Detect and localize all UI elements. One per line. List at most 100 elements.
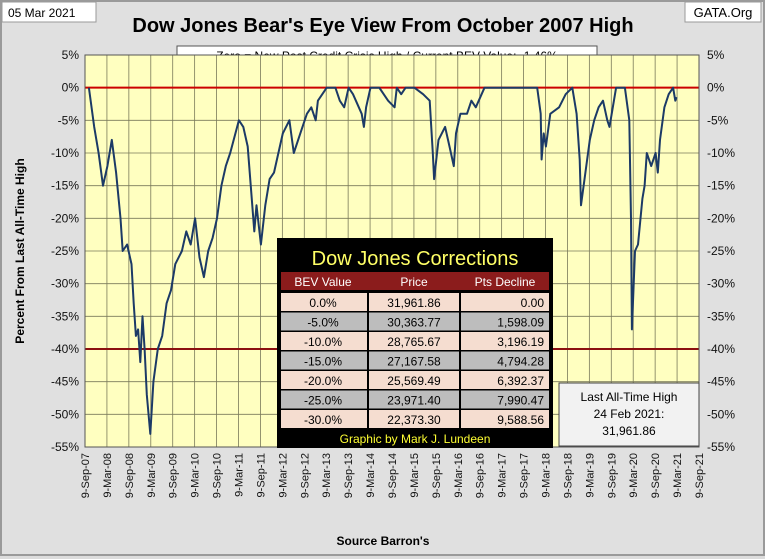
cell-bev: -20.0% xyxy=(304,374,342,388)
y-tick-label-left: -30% xyxy=(51,277,79,291)
y-tick-label-left: -25% xyxy=(51,244,79,258)
y-tick-label-right: -30% xyxy=(707,277,735,291)
y-tick-label-left: 0% xyxy=(62,81,80,95)
cell-price: 23,971.40 xyxy=(387,394,441,408)
cell-pts: 4,794.28 xyxy=(497,355,544,369)
x-tick-label: 9-Mar-16 xyxy=(453,453,465,498)
x-tick-label: 9-Sep-14 xyxy=(387,453,399,498)
x-tick-label: 9-Mar-17 xyxy=(497,453,509,498)
table-cell-bg xyxy=(461,351,549,370)
table-row: -25.0% 23,971.40 7,990.47 xyxy=(281,390,549,409)
table-cell-bg xyxy=(461,332,549,350)
table-cell-bg xyxy=(461,390,549,409)
table-cell-bg xyxy=(461,410,549,428)
table-cell-bg xyxy=(461,312,549,331)
y-tick-label-right: -25% xyxy=(707,244,735,258)
x-tick-label: 9-Sep-09 xyxy=(168,453,180,498)
y-tick-label-right: -15% xyxy=(707,179,735,193)
date-label: 05 Mar 2021 xyxy=(8,6,76,20)
table-cell-bg xyxy=(281,312,367,331)
y-tick-label-right: -55% xyxy=(707,440,735,454)
cell-bev: -25.0% xyxy=(304,394,342,408)
table-row: 0.0% 31,961.86 0.00 xyxy=(281,293,549,311)
cell-price: 28,765.67 xyxy=(387,335,441,349)
table-cell-bg xyxy=(281,351,367,370)
cell-pts: 9,588.56 xyxy=(497,413,544,427)
cell-bev: -15.0% xyxy=(304,355,342,369)
x-tick-label: 9-Mar-12 xyxy=(277,453,289,498)
y-tick-label-left: -50% xyxy=(51,407,79,421)
table-row: -10.0% 28,765.67 3,196.19 xyxy=(281,332,549,350)
table-cell-bg xyxy=(369,390,459,409)
y-tick-label-right: -45% xyxy=(707,375,735,389)
corrections-header-row xyxy=(281,272,549,290)
x-axis: 9-Sep-07 9-Mar-08 9-Sep-08 9-Mar-09 9-Sep-09… xyxy=(80,453,706,498)
table-cell-bg xyxy=(369,410,459,428)
x-tick-label: 9-Mar-11 xyxy=(234,453,246,497)
x-tick-label: 9-Mar-08 xyxy=(102,453,114,498)
corrections-table: Dow Jones Corrections BEV Value Price Pt… xyxy=(277,238,553,448)
y-tick-label-left: -20% xyxy=(51,211,79,225)
y-tick-label-left: -55% xyxy=(51,440,79,454)
y-tick-label-right: 5% xyxy=(707,48,725,62)
x-tick-label: 9-Sep-16 xyxy=(475,453,487,498)
y-axis-label: Percent From Last All-Time High xyxy=(13,158,27,343)
source-tag-box xyxy=(684,1,762,23)
cell-price: 30,363.77 xyxy=(387,316,441,330)
y-axis-right: 5% 0% -5% -10% -15% -20% -25% -30% -35% -40% -45% -… xyxy=(707,48,735,454)
x-tick-label: 9-Mar-13 xyxy=(321,453,333,498)
ath-box: Last All-Time High 24 Feb 2021: 31,961.8… xyxy=(558,382,700,447)
table-row: -20.0% 25,569.49 6,392.37 xyxy=(281,371,549,389)
col-header-price: Price xyxy=(400,275,428,289)
x-tick-label: 9-Sep-13 xyxy=(343,453,355,498)
table-cell-bg xyxy=(461,293,549,311)
x-tick-label: 9-Sep-11 xyxy=(255,453,267,497)
x-tick-label: 9-Mar-09 xyxy=(146,453,158,498)
cell-price: 22,373.30 xyxy=(387,413,441,427)
table-row: -5.0% 30,363.77 1,598.09 xyxy=(281,312,549,331)
table-row: -15.0% 27,167.58 4,794.28 xyxy=(281,351,549,370)
y-tick-label-right: -50% xyxy=(707,407,735,421)
y-tick-label-right: 0% xyxy=(707,81,725,95)
chart-title: Dow Jones Bear's Eye View From October 2… xyxy=(132,15,633,37)
corrections-table-footer: Graphic by Mark J. Lundeen xyxy=(340,432,491,446)
cell-price: 31,961.86 xyxy=(387,296,441,310)
cell-bev: -5.0% xyxy=(307,316,339,330)
x-tick-label: 9-Mar-14 xyxy=(365,453,377,498)
ath-box-bg xyxy=(558,382,700,447)
x-tick-label: 9-Mar-18 xyxy=(541,453,553,498)
table-cell-bg xyxy=(281,293,367,311)
x-tick-label: 9-Sep-20 xyxy=(650,453,662,498)
cell-bev: 0.0% xyxy=(309,296,337,310)
cell-pts: 0.00 xyxy=(521,296,545,310)
table-row: -30.0% 22,373.30 9,588.56 xyxy=(281,410,549,428)
x-tick-label: 9-Mar-10 xyxy=(190,453,202,498)
table-cell-bg xyxy=(281,410,367,428)
x-tick-label: 9-Mar-15 xyxy=(409,453,421,498)
x-tick-label: 9-Mar-19 xyxy=(584,453,596,498)
x-tick-label: 9-Sep-08 xyxy=(124,453,136,498)
x-tick-label: 9-Sep-12 xyxy=(299,453,311,498)
table-cell-bg xyxy=(369,371,459,389)
corrections-table-title: Dow Jones Corrections xyxy=(312,248,519,270)
cell-pts: 7,990.47 xyxy=(497,394,544,408)
ath-line2: 24 Feb 2021: xyxy=(594,407,665,421)
x-tick-label: 9-Sep-18 xyxy=(562,453,574,498)
y-tick-label-left: -10% xyxy=(51,146,79,160)
y-tick-label-right: -40% xyxy=(707,342,735,356)
cell-price: 25,569.49 xyxy=(387,374,441,388)
ath-line3: 31,961.86 xyxy=(602,424,656,438)
y-tick-label-left: -35% xyxy=(51,309,79,323)
cell-pts: 6,392.37 xyxy=(497,374,544,388)
x-tick-label: 9-Sep-19 xyxy=(606,453,618,498)
source-tag: GATA.Org xyxy=(694,5,753,20)
y-tick-label-left: 5% xyxy=(62,48,80,62)
y-tick-label-left: -40% xyxy=(51,342,79,356)
x-tick-label: 9-Mar-21 xyxy=(672,453,684,498)
x-tick-label: 9-Sep-10 xyxy=(212,453,224,498)
table-cell-bg xyxy=(369,332,459,350)
table-cell-bg xyxy=(369,312,459,331)
y-tick-label-right: -20% xyxy=(707,211,735,225)
table-cell-bg xyxy=(369,293,459,311)
